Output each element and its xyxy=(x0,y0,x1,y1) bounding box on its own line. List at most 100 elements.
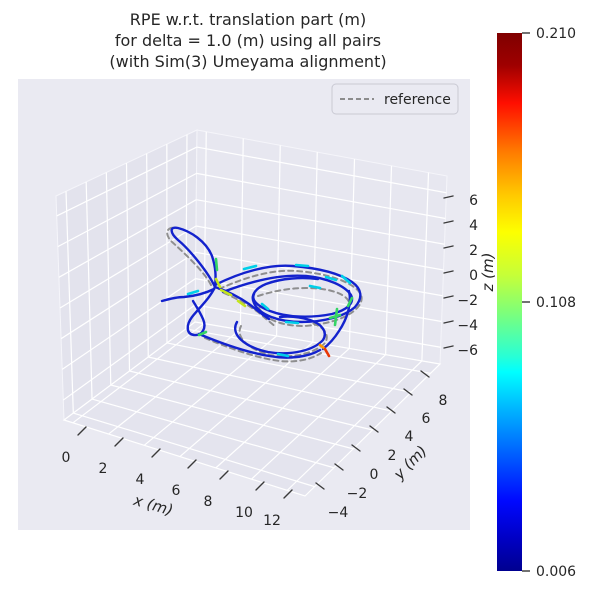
x-tick-label: 0 xyxy=(62,450,71,466)
grid-line xyxy=(59,225,197,309)
z-tick-label: −4 xyxy=(457,318,478,334)
colorbar-gradient xyxy=(497,33,522,571)
grid-line xyxy=(110,384,354,450)
z-tick-mark xyxy=(443,320,454,324)
z-tick-mark xyxy=(443,270,454,274)
grid-line xyxy=(60,251,197,340)
title-line-3: (with Sim(3) Umeyama alignment) xyxy=(109,52,386,71)
z-tick-mark xyxy=(443,220,454,224)
colorbar-min-label: 0.006 xyxy=(536,564,576,580)
x-tick-mark xyxy=(283,489,293,499)
y-tick-mark xyxy=(315,482,325,490)
error-colored-segments xyxy=(186,257,354,358)
z-tick-label: 0 xyxy=(469,268,478,284)
y-tick-label: 8 xyxy=(439,393,448,409)
error-segment xyxy=(242,264,258,271)
error-segment xyxy=(197,330,208,337)
error-segment xyxy=(323,347,331,358)
trajectory-lower-loop xyxy=(234,315,326,355)
trajectory-hook xyxy=(186,285,217,337)
grid-line xyxy=(73,412,315,488)
x-tick-label: 8 xyxy=(204,494,213,510)
z-tick-label: 4 xyxy=(469,218,478,234)
colorbar-mid-label: 0.108 xyxy=(536,295,576,311)
y-tick-label: 6 xyxy=(422,411,431,427)
y-tick-label: 2 xyxy=(388,448,397,464)
title-line-2: for delta = 1.0 (m) using all pairs xyxy=(115,31,381,50)
trajectory-bottom-strand xyxy=(197,332,322,359)
x-tick-mark xyxy=(219,470,229,480)
grid-line xyxy=(166,342,412,393)
error-segment xyxy=(294,263,310,268)
y-tick-mark xyxy=(386,406,396,414)
tick-marks xyxy=(77,195,454,499)
x-tick-label: 10 xyxy=(235,505,253,521)
pane-group xyxy=(55,129,448,497)
z-tick-label: 2 xyxy=(469,243,478,259)
grid-line xyxy=(61,278,196,370)
grid-line xyxy=(196,199,445,245)
y-tick-label: −4 xyxy=(328,505,349,521)
error-segment xyxy=(260,302,270,311)
y-tick-mark xyxy=(351,444,361,452)
y-tick-mark xyxy=(420,370,430,378)
error-segment xyxy=(186,289,200,296)
grid-line xyxy=(56,146,198,217)
grid-line xyxy=(129,370,373,431)
error-segment xyxy=(308,284,322,290)
reference-segment xyxy=(204,337,322,363)
x-tick-label: 2 xyxy=(99,461,108,477)
trajectory-balloon-loop xyxy=(170,226,217,289)
y-tick-mark xyxy=(369,425,379,433)
grid-line xyxy=(185,328,431,374)
x-tick-label: 12 xyxy=(263,513,281,529)
error-segment xyxy=(214,277,222,289)
x-tick-mark xyxy=(114,437,124,447)
legend: reference xyxy=(331,83,459,115)
legend-reference-label: reference xyxy=(384,92,451,108)
z-tick-mark xyxy=(443,345,454,349)
grid-line xyxy=(195,278,442,323)
error-segment xyxy=(276,352,290,358)
grid-line xyxy=(62,304,196,401)
x-tick-mark xyxy=(255,481,265,491)
legend-box xyxy=(331,83,459,115)
error-segment xyxy=(284,320,300,325)
grid-line xyxy=(57,172,197,248)
trajectory-left-branch xyxy=(160,287,216,303)
grid-line xyxy=(196,172,446,220)
reference-segment xyxy=(166,226,212,286)
grid-line xyxy=(148,356,392,412)
y-tick-label: 0 xyxy=(370,467,379,483)
z-tick-label: −2 xyxy=(457,293,478,309)
z-tick-mark xyxy=(443,195,454,199)
z-tick-mark xyxy=(443,245,454,249)
colorbar-max-label: 0.210 xyxy=(536,26,576,42)
plot-title: RPE w.r.t. translation part (m) for delt… xyxy=(109,10,386,71)
grid-line xyxy=(196,146,447,194)
x-tick-label: 4 xyxy=(136,472,145,488)
y-tick-mark xyxy=(403,388,413,396)
z-tick-label: −6 xyxy=(457,343,478,359)
reference-segment xyxy=(257,287,351,307)
error-segment xyxy=(236,299,247,308)
x-tick-mark xyxy=(187,459,197,469)
z-tick-label: 6 xyxy=(469,193,478,209)
y-tick-label: −2 xyxy=(347,486,368,502)
y-tick-label: 4 xyxy=(405,429,414,445)
error-segment xyxy=(219,288,233,297)
error-segment xyxy=(214,257,219,272)
x-tick-mark xyxy=(77,426,87,436)
x-tick-mark xyxy=(151,448,161,458)
grid-line xyxy=(195,225,444,271)
error-segment xyxy=(340,274,352,285)
y-tick-mark xyxy=(334,463,344,471)
colorbar: 0.210 0.108 0.006 xyxy=(497,26,576,580)
grid-line xyxy=(58,199,197,278)
reference-segment xyxy=(218,269,363,328)
x-tick-label: 6 xyxy=(172,483,181,499)
floor-pane xyxy=(62,321,442,497)
